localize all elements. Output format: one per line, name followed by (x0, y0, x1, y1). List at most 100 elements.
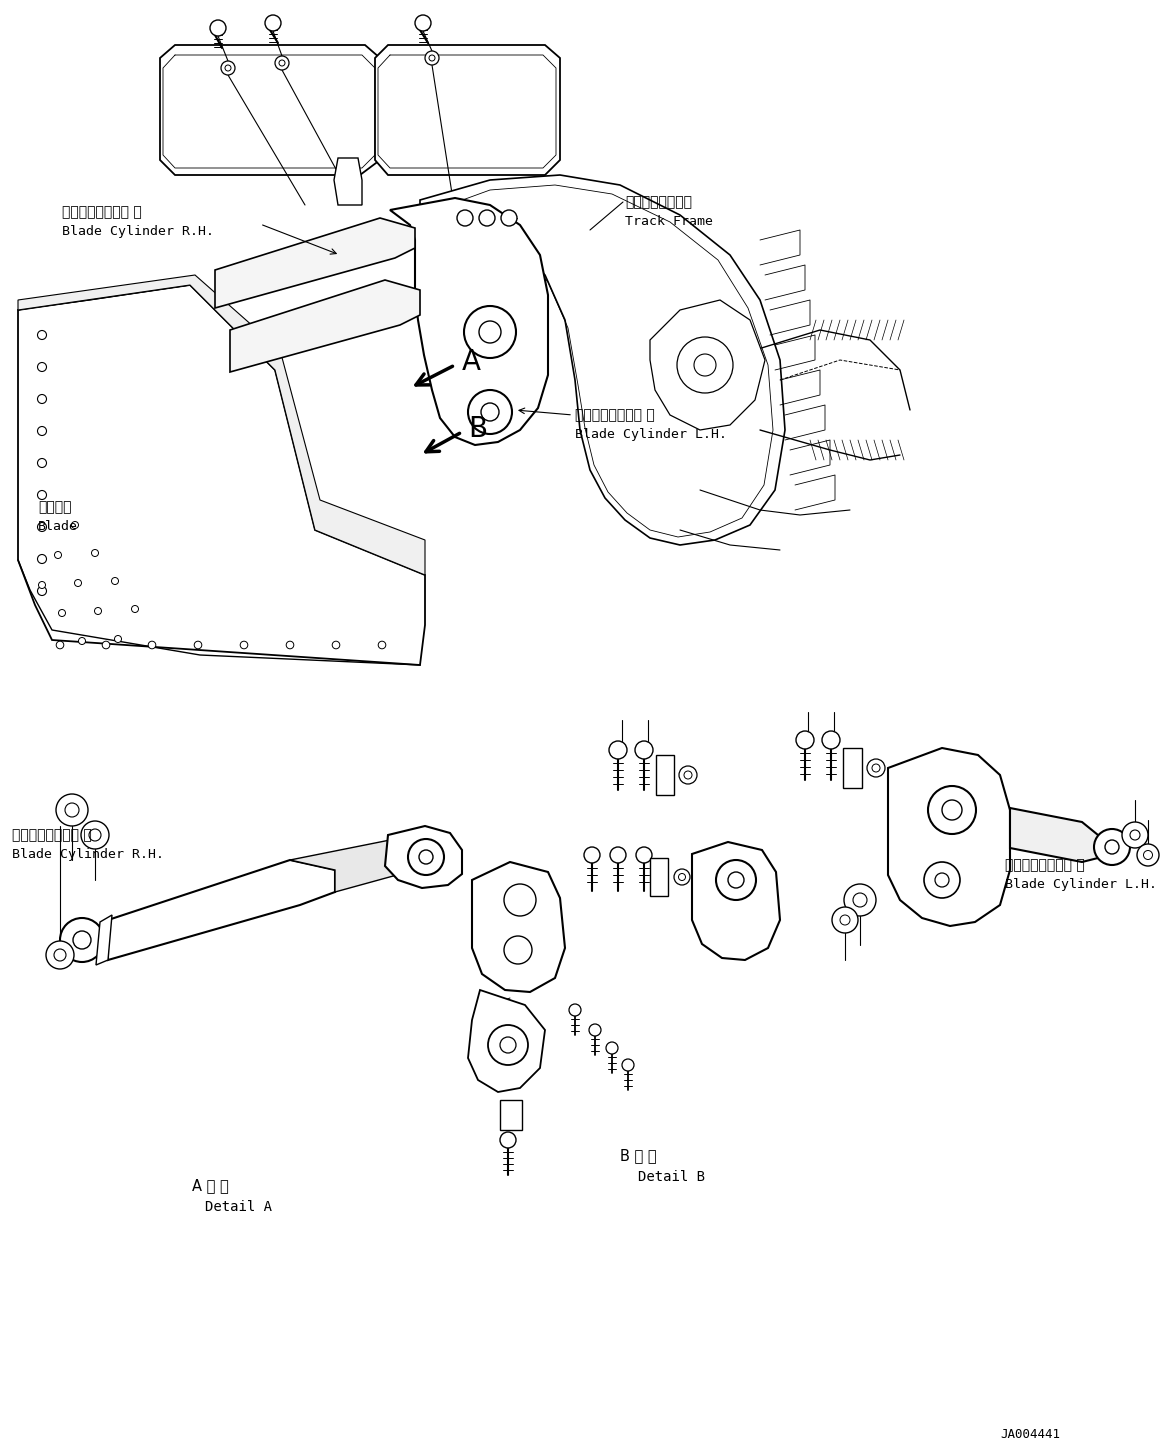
Circle shape (611, 848, 626, 863)
Polygon shape (656, 755, 675, 794)
Circle shape (1094, 829, 1130, 865)
Text: ブレードシリンダ 左: ブレードシリンダ 左 (1005, 858, 1085, 872)
Circle shape (378, 642, 386, 649)
Text: Blade Cylinder L.H.: Blade Cylinder L.H. (575, 427, 727, 440)
Text: Blade: Blade (38, 519, 78, 532)
Circle shape (844, 884, 876, 917)
Circle shape (872, 764, 880, 771)
Circle shape (675, 869, 690, 885)
Circle shape (90, 829, 101, 840)
Text: ブレード: ブレード (38, 499, 71, 514)
Polygon shape (1009, 809, 1098, 862)
Circle shape (65, 803, 79, 817)
Circle shape (832, 907, 858, 932)
Circle shape (81, 822, 109, 849)
Circle shape (102, 642, 109, 649)
Text: B: B (468, 414, 487, 443)
Circle shape (679, 766, 697, 784)
Circle shape (286, 642, 294, 649)
Circle shape (488, 1025, 528, 1065)
Circle shape (500, 1038, 516, 1053)
Polygon shape (17, 285, 424, 665)
Circle shape (1122, 822, 1148, 848)
Circle shape (635, 741, 652, 758)
Circle shape (114, 636, 121, 642)
Circle shape (56, 642, 64, 649)
Circle shape (274, 56, 288, 71)
Circle shape (71, 521, 78, 528)
Circle shape (606, 1042, 618, 1053)
Polygon shape (650, 299, 765, 430)
Text: Blade Cylinder L.H.: Blade Cylinder L.H. (1005, 878, 1157, 891)
Text: ブレードシリンダ 左: ブレードシリンダ 左 (575, 409, 655, 422)
Circle shape (37, 587, 47, 596)
Circle shape (241, 642, 248, 649)
Text: A 詳 細: A 詳 細 (192, 1179, 229, 1193)
Circle shape (38, 581, 45, 589)
Circle shape (224, 65, 231, 71)
Polygon shape (420, 176, 785, 545)
Text: B 詳 細: B 詳 細 (620, 1148, 657, 1163)
Circle shape (53, 948, 66, 961)
Circle shape (569, 1004, 582, 1016)
Circle shape (37, 522, 47, 531)
Polygon shape (334, 158, 362, 204)
Text: Detail A: Detail A (205, 1200, 272, 1215)
Circle shape (408, 839, 444, 875)
Circle shape (37, 459, 47, 468)
Circle shape (1137, 845, 1160, 866)
Polygon shape (17, 275, 424, 576)
Text: Detail B: Detail B (638, 1170, 705, 1184)
Circle shape (73, 931, 91, 948)
Circle shape (94, 607, 101, 614)
Circle shape (37, 363, 47, 371)
Polygon shape (108, 861, 335, 960)
Circle shape (584, 848, 600, 863)
Circle shape (211, 20, 226, 36)
Circle shape (504, 884, 536, 917)
Circle shape (479, 321, 501, 342)
Text: Blade Cylinder R.H.: Blade Cylinder R.H. (12, 848, 164, 861)
Circle shape (795, 731, 814, 750)
Polygon shape (692, 842, 780, 960)
Circle shape (468, 390, 512, 435)
Circle shape (636, 848, 652, 863)
Circle shape (279, 60, 285, 66)
Circle shape (464, 307, 516, 358)
Circle shape (37, 394, 47, 403)
Circle shape (92, 550, 99, 557)
Circle shape (822, 731, 840, 750)
Circle shape (935, 873, 949, 886)
Circle shape (694, 354, 716, 376)
Text: ブレードシリンダ 右: ブレードシリンダ 右 (62, 204, 142, 219)
Circle shape (840, 915, 850, 925)
Circle shape (1105, 840, 1119, 853)
Circle shape (429, 55, 435, 60)
Polygon shape (472, 862, 565, 991)
Circle shape (37, 331, 47, 340)
Text: ブレードシリンダ 右: ブレードシリンダ 右 (12, 827, 92, 842)
Circle shape (677, 337, 733, 393)
Text: JA004441: JA004441 (1000, 1427, 1059, 1439)
Circle shape (684, 771, 692, 778)
Circle shape (852, 894, 866, 907)
Circle shape (55, 551, 62, 558)
Circle shape (37, 426, 47, 436)
Circle shape (942, 800, 962, 820)
Text: Track Frame: Track Frame (625, 214, 713, 227)
Polygon shape (468, 990, 545, 1092)
Polygon shape (500, 1099, 522, 1130)
Polygon shape (843, 748, 862, 789)
Polygon shape (390, 199, 548, 445)
Polygon shape (889, 748, 1009, 927)
Circle shape (333, 642, 340, 649)
Circle shape (37, 554, 47, 564)
Circle shape (866, 758, 885, 777)
Circle shape (424, 50, 438, 65)
Circle shape (60, 918, 104, 963)
Circle shape (74, 580, 81, 587)
Circle shape (500, 1132, 516, 1148)
Circle shape (479, 210, 495, 226)
Circle shape (148, 642, 156, 649)
Circle shape (1143, 850, 1153, 859)
